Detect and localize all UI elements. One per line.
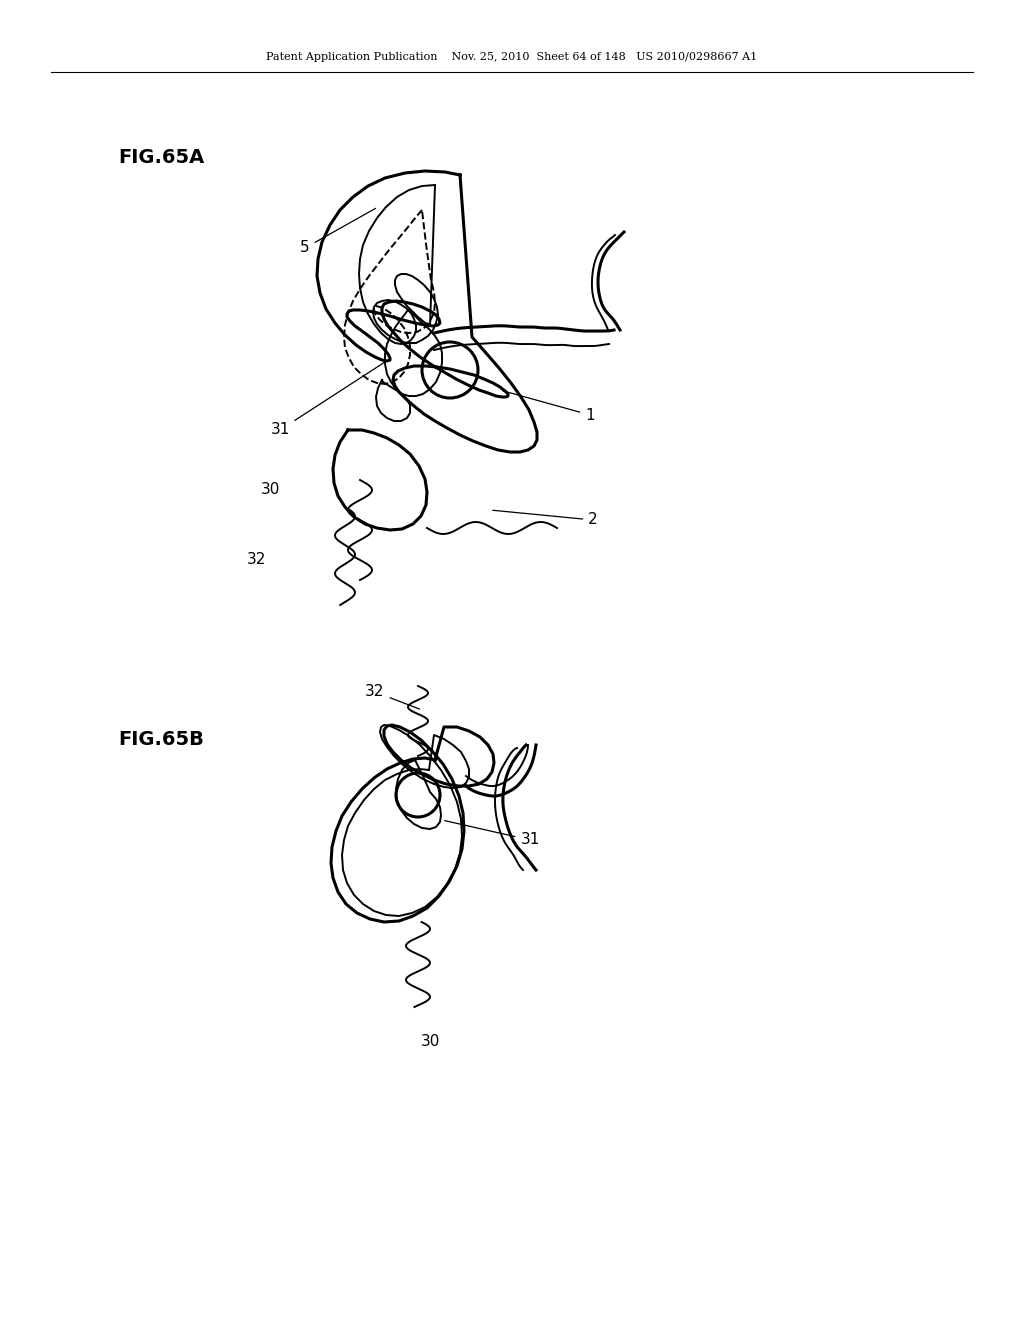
Text: Patent Application Publication    Nov. 25, 2010  Sheet 64 of 148   US 2010/02986: Patent Application Publication Nov. 25, … [266,51,758,62]
Text: FIG.65B: FIG.65B [118,730,204,748]
Text: 32: 32 [248,553,266,568]
Text: 5: 5 [300,209,376,256]
Text: 31: 31 [444,821,540,847]
Text: 2: 2 [493,511,598,528]
Text: 32: 32 [366,685,420,709]
Text: 30: 30 [420,1035,439,1049]
Text: FIG.65A: FIG.65A [118,148,204,168]
Text: 30: 30 [260,483,280,498]
Text: 31: 31 [270,362,386,437]
Text: 1: 1 [503,391,595,422]
